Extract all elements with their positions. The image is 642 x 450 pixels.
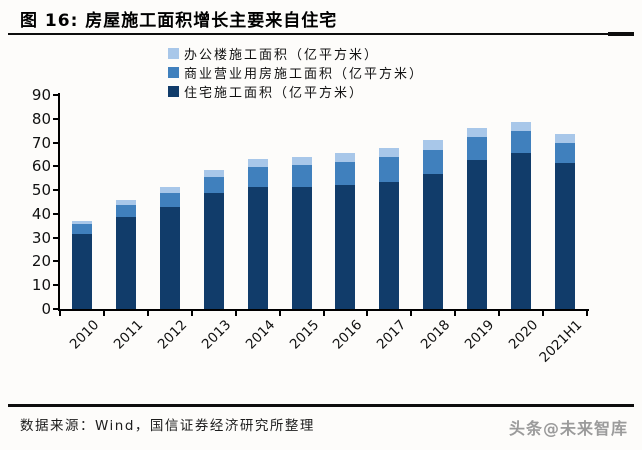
bar-segment <box>247 159 268 167</box>
y-tick <box>53 284 58 287</box>
bar-segment <box>467 127 488 137</box>
bar-segment <box>335 161 356 186</box>
x-tick <box>190 311 193 316</box>
x-tick <box>586 311 588 316</box>
y-tick <box>53 141 58 144</box>
bar-segment <box>291 156 312 166</box>
x-tick <box>454 311 457 316</box>
bar-segment <box>555 162 576 309</box>
x-axis-tick-label: 2013 <box>198 317 235 353</box>
y-axis-tick-label: 70 <box>31 133 51 152</box>
bar-segment <box>247 186 268 309</box>
x-tick <box>498 311 501 316</box>
x-tick <box>410 311 413 316</box>
header-divider <box>8 33 634 35</box>
y-tick <box>53 165 58 168</box>
bar-segment <box>423 173 444 309</box>
bar-segment <box>335 152 356 162</box>
x-axis-tick-label: 2016 <box>330 317 366 353</box>
y-tick <box>53 212 58 215</box>
bar-segment <box>423 140 444 150</box>
x-axis-tick-label: 2019 <box>461 317 498 353</box>
x-axis-tick-label: 2011 <box>110 317 147 353</box>
bar-segment <box>203 193 224 309</box>
legend-item: 商业营业用房施工面积（亿平方米） <box>168 63 424 82</box>
x-tick <box>542 311 545 316</box>
bar-segment <box>423 149 444 174</box>
y-tick <box>53 94 58 96</box>
y-axis-tick-label: 50 <box>31 181 51 200</box>
bar-segment <box>203 176 224 194</box>
bar-segment <box>291 165 312 188</box>
y-tick <box>53 189 58 192</box>
x-tick <box>59 311 61 316</box>
y-tick <box>53 117 58 120</box>
bar-segment <box>467 136 488 160</box>
legend-swatch-icon <box>168 48 179 59</box>
bar-segment <box>159 187 180 193</box>
bar-segment <box>159 206 180 309</box>
y-tick <box>53 236 58 239</box>
x-axis-line <box>58 309 589 311</box>
y-axis-tick-label: 20 <box>31 252 51 271</box>
figure-title: 图 16: 房屋施工面积增长主要来自住宅 <box>20 11 338 31</box>
footer-divider <box>8 404 634 407</box>
x-axis-tick-label: 2010 <box>66 317 103 353</box>
x-tick <box>322 311 325 316</box>
x-axis-tick-label: 2018 <box>417 317 454 353</box>
x-axis-tick-label: 2020 <box>505 317 542 353</box>
watermark-label: 头条@未来智库 <box>508 419 628 438</box>
y-tick <box>53 260 58 263</box>
x-axis-tick-label: 2015 <box>286 317 322 353</box>
y-axis-tick-label: 80 <box>31 109 51 128</box>
x-tick <box>102 311 105 316</box>
y-axis-tick-label: 90 <box>31 86 51 104</box>
bar-segment <box>511 130 532 153</box>
bar-segment <box>247 166 268 187</box>
bar-segment <box>379 147 400 157</box>
data-source-note: 数据来源：Wind，国信证券经济研究所整理 <box>20 418 315 434</box>
legend-label: 住宅施工面积（亿平方米） <box>184 86 365 101</box>
bar-segment <box>555 142 576 163</box>
x-axis-tick-label: 2021H1 <box>536 317 586 366</box>
y-axis-tick-label: 10 <box>31 276 51 295</box>
chart-legend: 办公楼施工面积（亿平方米） 商业营业用房施工面积（亿平方米） 住宅施工面积（亿平方米… <box>168 44 424 101</box>
x-axis-tick-label: 2012 <box>154 317 191 353</box>
bar-segment <box>115 200 136 205</box>
bar-segment <box>335 185 356 309</box>
bar-segment <box>467 159 488 309</box>
bar-segment <box>115 204 136 217</box>
header-divider-cap <box>608 32 634 36</box>
y-axis-tick-label: 40 <box>31 204 51 223</box>
legend-swatch-icon <box>168 86 179 97</box>
x-axis-tick-label: 2014 <box>242 317 278 353</box>
bar-segment <box>203 169 224 177</box>
legend-label: 商业营业用房施工面积（亿平方米） <box>184 67 425 82</box>
bar-segment <box>159 192 180 207</box>
bar-segment <box>291 187 312 309</box>
bar-segment <box>115 216 136 309</box>
y-tick <box>53 308 58 310</box>
x-tick <box>366 311 369 316</box>
bar-segment <box>379 156 400 182</box>
x-tick <box>146 311 149 316</box>
y-axis-tick-label: 30 <box>31 228 51 247</box>
x-axis-tick-label: 2017 <box>374 317 410 353</box>
legend-item: 住宅施工面积（亿平方米） <box>168 82 424 101</box>
legend-item: 办公楼施工面积（亿平方米） <box>168 44 424 63</box>
bar-segment <box>511 122 532 131</box>
x-tick <box>234 311 237 316</box>
legend-swatch-icon <box>168 67 179 78</box>
bar-segment <box>71 224 92 235</box>
bar-segment <box>71 220 92 225</box>
y-axis-line <box>58 93 60 311</box>
legend-label: 办公楼施工面积（亿平方米） <box>184 48 380 63</box>
bar-segment <box>555 134 576 143</box>
y-axis-tick-label: 0 <box>41 300 51 318</box>
y-axis-tick-label: 60 <box>31 157 51 176</box>
bar-segment <box>511 153 532 309</box>
bar-segment <box>379 181 400 309</box>
bar-segment <box>71 234 92 309</box>
x-tick <box>278 311 281 316</box>
